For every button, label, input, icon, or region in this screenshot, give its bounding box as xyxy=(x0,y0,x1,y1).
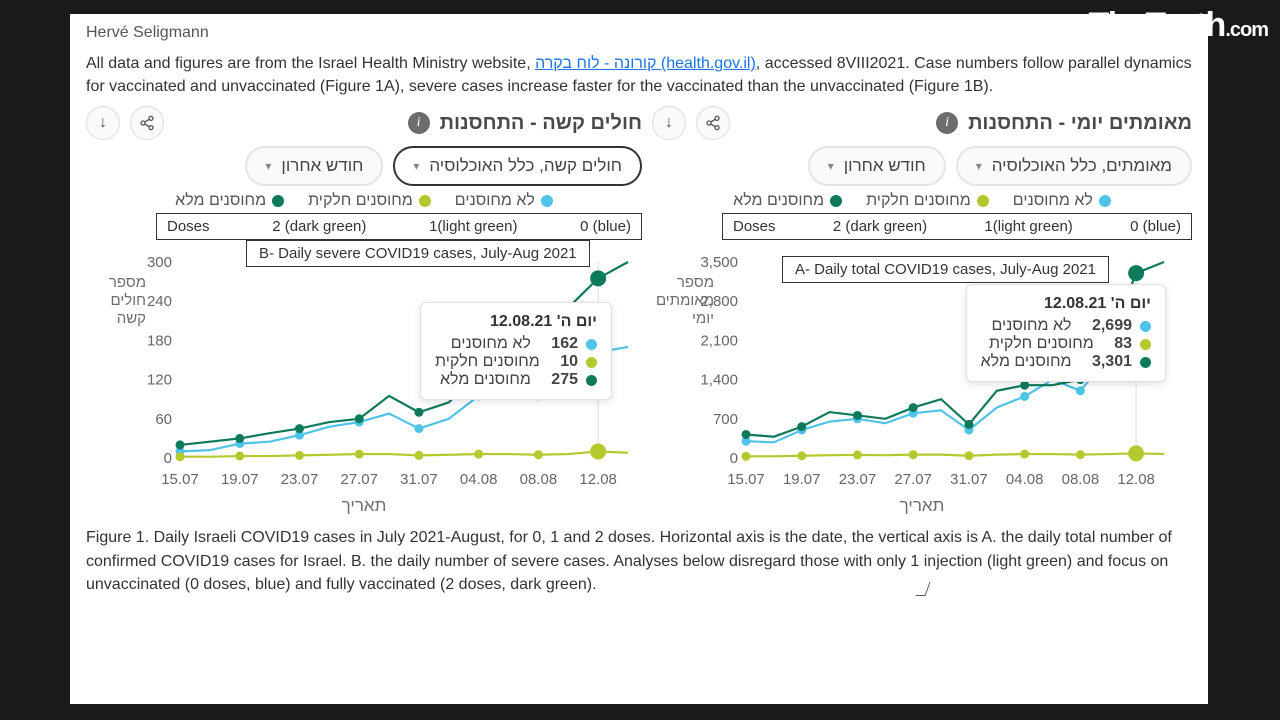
author-name: Hervé Seligmann xyxy=(86,24,1192,42)
filter-range-a[interactable]: חודש אחרון▾ xyxy=(808,146,946,186)
intro-text: All data and figures are from the Israel… xyxy=(86,52,1192,98)
tooltip-a: יום ה' 12.08.21 2,699 לא מחוסנים 83 מחוס… xyxy=(966,284,1166,382)
plot-a: 0 700 1,400 2,100 2,800 3,500 15.07 19.07 23.07 2… xyxy=(698,244,1192,494)
share-button[interactable] xyxy=(130,106,164,140)
legend-dot-par xyxy=(977,195,989,207)
svg-text:31.07: 31.07 xyxy=(950,471,988,488)
filter-range-b[interactable]: חודש אחרון▾ xyxy=(245,146,383,186)
svg-text:12.08: 12.08 xyxy=(1117,471,1155,488)
svg-text:23.07: 23.07 xyxy=(839,471,877,488)
svg-text:19.07: 19.07 xyxy=(783,471,821,488)
dose-header-a: Doses2 (dark green)1(light green)0 (blue… xyxy=(722,213,1192,240)
svg-text:240: 240 xyxy=(147,294,172,311)
svg-text:19.07: 19.07 xyxy=(221,471,259,488)
svg-text:04.08: 04.08 xyxy=(460,471,498,488)
pill-row-a: מאומתים, כלל האוכלוסיה▾ חודש אחרון▾ xyxy=(652,146,1192,186)
chevron-down-icon: ▾ xyxy=(413,159,419,173)
svg-text:0: 0 xyxy=(730,450,738,467)
toolbar-a: מאומתים יומי - התחסנות i ↓ xyxy=(652,106,1192,140)
intro-pre: All data and figures are from the Israel… xyxy=(86,55,535,72)
chart-a-title: מאומתים יומי - התחסנות xyxy=(968,112,1192,135)
filter-population-b[interactable]: חולים קשה, כלל האוכלוסיה▾ xyxy=(393,146,642,186)
svg-text:300: 300 xyxy=(147,254,172,271)
pill-row-b: חולים קשה, כלל האוכלוסיה▾ חודש אחרון▾ xyxy=(86,146,642,186)
svg-text:0: 0 xyxy=(164,450,172,467)
charts-row: חולים קשה - התחסנות i ↓ חולים קשה, כלל ה… xyxy=(86,106,1192,516)
svg-text:60: 60 xyxy=(155,411,172,428)
chevron-down-icon: ▾ xyxy=(828,159,834,173)
plot-b: 0 60 120 180 240 300 15.07 19.07 23.07 27.07 31.07… xyxy=(132,244,642,494)
svg-text:04.08: 04.08 xyxy=(1006,471,1044,488)
svg-text:1,400: 1,400 xyxy=(700,372,738,389)
svg-text:180: 180 xyxy=(147,333,172,350)
svg-text:31.07: 31.07 xyxy=(400,471,438,488)
page: Hervé Seligmann All data and figures are… xyxy=(70,14,1208,704)
legend-dot-unv xyxy=(541,195,553,207)
dose-header-b: Doses2 (dark green)1(light green)0 (blue… xyxy=(156,213,642,240)
svg-text:08.08: 08.08 xyxy=(520,471,558,488)
watermark-main: TimTruth xyxy=(1088,6,1225,44)
chevron-down-icon: ▾ xyxy=(976,159,982,173)
download-button[interactable]: ↓ xyxy=(652,106,686,140)
x-axis-label-a: תאריך xyxy=(652,496,1192,516)
x-axis-label-b: תאריך xyxy=(86,496,642,516)
svg-text:120: 120 xyxy=(147,372,172,389)
legend-b: לא מחוסנים מחוסנים חלקית מחוסנים מלא xyxy=(86,192,642,210)
svg-text:23.07: 23.07 xyxy=(281,471,319,488)
svg-text:2,100: 2,100 xyxy=(700,333,738,350)
legend-dot-ful xyxy=(272,195,284,207)
chevron-down-icon: ▾ xyxy=(265,159,271,173)
figure-caption: Figure 1. Daily Israeli COVID19 cases in… xyxy=(86,526,1192,596)
svg-text:15.07: 15.07 xyxy=(727,471,765,488)
svg-text:27.07: 27.07 xyxy=(340,471,378,488)
svg-text:3,500: 3,500 xyxy=(700,254,738,271)
legend-a: לא מחוסנים מחוסנים חלקית מחוסנים מלא xyxy=(652,192,1192,210)
watermark-suffix: .com xyxy=(1225,19,1268,41)
chart-panel-a: מאומתים יומי - התחסנות i ↓ מאומתים, כלל … xyxy=(652,106,1192,516)
svg-text:08.08: 08.08 xyxy=(1062,471,1100,488)
tooltip-b: יום ה' 12.08.21 162 לא מחוסנים 10 מחוסני… xyxy=(420,302,612,400)
legend-dot-ful xyxy=(830,195,842,207)
svg-text:15.07: 15.07 xyxy=(161,471,199,488)
info-icon[interactable]: i xyxy=(408,112,430,134)
legend-dot-unv xyxy=(1099,195,1111,207)
svg-text:700: 700 xyxy=(713,411,738,428)
source-link[interactable]: קורונה - לוח בקרה (health.gov.il) xyxy=(535,55,756,72)
filter-population-a[interactable]: מאומתים, כלל האוכלוסיה▾ xyxy=(956,146,1192,186)
svg-text:27.07: 27.07 xyxy=(894,471,932,488)
info-icon[interactable]: i xyxy=(936,112,958,134)
chart-panel-b: חולים קשה - התחסנות i ↓ חולים קשה, כלל ה… xyxy=(86,106,642,516)
legend-dot-par xyxy=(419,195,431,207)
share-button[interactable] xyxy=(696,106,730,140)
download-button[interactable]: ↓ xyxy=(86,106,120,140)
chart-b-title: חולים קשה - התחסנות xyxy=(440,112,642,135)
svg-text:2,800: 2,800 xyxy=(700,294,738,311)
svg-text:12.08: 12.08 xyxy=(579,471,617,488)
toolbar-b: חולים קשה - התחסנות i ↓ xyxy=(86,106,642,140)
watermark: TimTruth.com xyxy=(1088,6,1268,45)
